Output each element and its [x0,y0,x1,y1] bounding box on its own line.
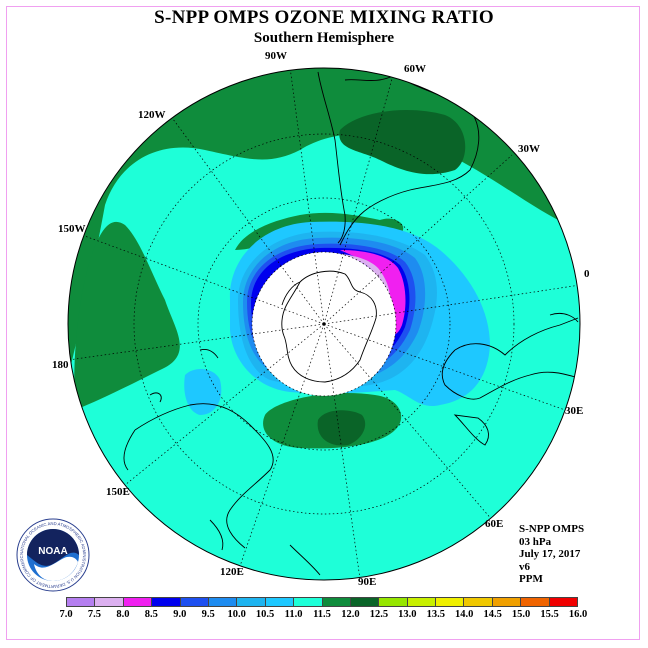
colorbar-swatch [67,598,96,606]
lon-label-120w: 120W [138,109,166,121]
colorbar-swatch [436,598,465,606]
colorbar-swatch [521,598,550,606]
map-title: S-NPP OMPS OZONE MIXING RATIO [154,7,494,28]
colorbar-tick-label: 15.5 [540,609,559,620]
lon-label-0: 0 [584,268,590,280]
colorbar-tick-label: 8.0 [116,609,130,620]
field-7-5 [330,253,391,308]
colorbar-tick-label: 8.5 [144,609,158,620]
colorbar-tick-label: 13.0 [398,609,417,620]
colorbar-swatch [152,598,181,606]
colorbar-swatch [549,598,578,606]
coast-island-2 [289,544,321,576]
colorbar-tick-label: 12.0 [341,609,360,620]
colorbar-swatch [208,598,238,606]
coast-new-zealand [199,349,219,359]
noaa-logo-text: NOAA [38,546,67,557]
colorbar [66,597,578,607]
lon-label-30e: 30E [565,405,584,417]
coast-island-1 [149,392,162,403]
colorbar-tick-label: 7.0 [59,609,73,620]
colorbar-tick-label: 16.0 [568,609,588,620]
colorbar-tick-label: 11.5 [313,609,331,620]
colorbar-swatch [322,598,351,606]
colorbar-swatch [237,598,266,606]
lon-label-30w: 30W [518,143,540,155]
colorbar-swatch [379,598,408,606]
colorbar-tick-label: 14.0 [455,609,474,620]
lon-label-90w: 90W [265,50,287,62]
info-instrument: S-NPP OMPS [519,523,585,535]
coast-africa-tip [441,349,579,400]
coast-australia-west [123,429,136,471]
colorbar-swatch [464,598,493,606]
map-boundary [67,67,581,581]
map-subtitle: Southern Hemisphere [253,30,395,46]
antarctica-coast [281,270,377,383]
info-block: S-NPP OMPS 03 hPa July 17, 2017 v6 PPM [519,523,584,586]
info-level: 03 hPa [519,535,552,548]
coast-australia [134,403,274,549]
colorbar-tick-label: 9.5 [201,609,215,620]
coast-africa-south [454,317,579,356]
colorbar-swatch [350,598,380,606]
colorbar-swatch [265,598,295,606]
lon-label-90e: 90E [358,576,377,588]
coast-indonesia [209,519,224,551]
lon-label-120e: 120E [220,566,244,578]
info-version: v6 [519,560,530,573]
colorbar-swatch [294,598,323,606]
colorbar-tick-label: 7.5 [87,609,101,620]
field-12-0-patch [339,110,466,175]
coast-south-america-west [317,71,346,244]
field-8-0 [340,250,406,335]
noaa-logo: NOAA NATIONAL OCEANIC AND ATMOSPHERIC AD… [16,518,90,592]
south-pole-marker [322,322,326,326]
figure-frame [6,6,640,640]
lon-label-150e: 150E [106,486,130,498]
field-11-5-west [74,221,180,410]
lon-label-60e: 60E [485,518,504,530]
field-12-0-south [317,410,366,446]
colorbar-tick-label: 12.5 [369,609,389,620]
colorbar-swatch [492,598,522,606]
colorbar-tick-label: 10.0 [227,609,246,620]
coast-east [549,312,579,323]
lon-label-180: 180 [52,359,69,371]
info-units: PPM [519,573,543,585]
colorbar-tick-label: 13.5 [426,609,445,620]
colorbar-tick-label: 9.0 [173,609,187,620]
latitude-circles [133,133,515,515]
colorbar-tick-label: 10.5 [255,609,275,620]
colorbar-swatch [407,598,437,606]
colorbar-tick-label: 15.0 [511,609,531,620]
field-10-5-west-spot [184,368,222,415]
coast-madagascar [453,414,489,446]
info-date: July 17, 2017 [519,548,581,560]
colorbar-swatch [180,598,209,606]
lon-label-150w: 150W [58,223,86,235]
meridians [68,68,580,580]
lon-label-60w: 60W [404,63,426,75]
colorbar-tick-label: 14.5 [483,609,502,620]
colorbar-swatch [95,598,124,606]
colorbar-tick-label: 11.0 [284,609,303,620]
colorbar-swatch [123,598,153,606]
